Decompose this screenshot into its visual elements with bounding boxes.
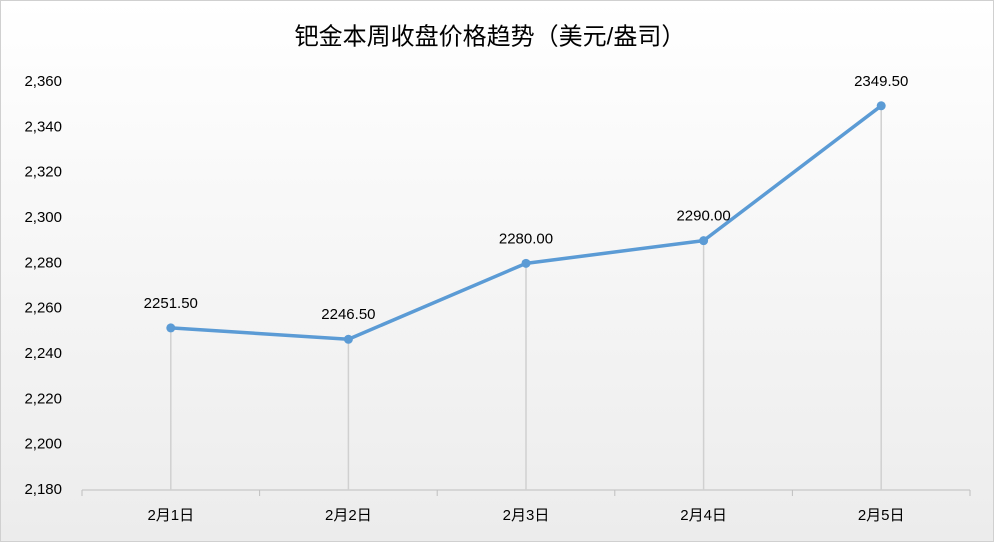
x-tick-label: 2月3日	[503, 507, 550, 524]
x-tick-label: 2月4日	[680, 507, 727, 524]
y-tick-label: 2,240	[24, 345, 62, 362]
x-tick-label: 2月2日	[325, 507, 372, 524]
y-tick-label: 2,320	[24, 164, 62, 181]
data-label: 2349.50	[854, 73, 908, 90]
marker	[699, 236, 709, 246]
data-label: 2246.50	[321, 306, 375, 323]
y-tick-label: 2,340	[24, 118, 62, 135]
y-tick-label: 2,220	[24, 390, 62, 407]
marker	[343, 334, 353, 344]
data-label: 2290.00	[676, 208, 730, 225]
x-tick-label: 2月5日	[858, 507, 905, 524]
y-tick-label: 2,300	[24, 209, 62, 226]
data-label: 2251.50	[144, 295, 198, 312]
y-tick-label: 2,280	[24, 254, 62, 271]
marker	[521, 258, 531, 268]
chart-title: 钯金本周收盘价格趋势（美元/盎司）	[295, 23, 686, 50]
y-tick-label: 2,180	[24, 481, 62, 498]
marker	[876, 101, 886, 111]
marker	[166, 323, 176, 333]
data-label: 2280.00	[499, 230, 553, 247]
x-tick-label: 2月1日	[147, 507, 194, 524]
y-tick-label: 2,200	[24, 436, 62, 453]
y-tick-label: 2,360	[24, 73, 62, 90]
y-tick-label: 2,260	[24, 300, 62, 317]
